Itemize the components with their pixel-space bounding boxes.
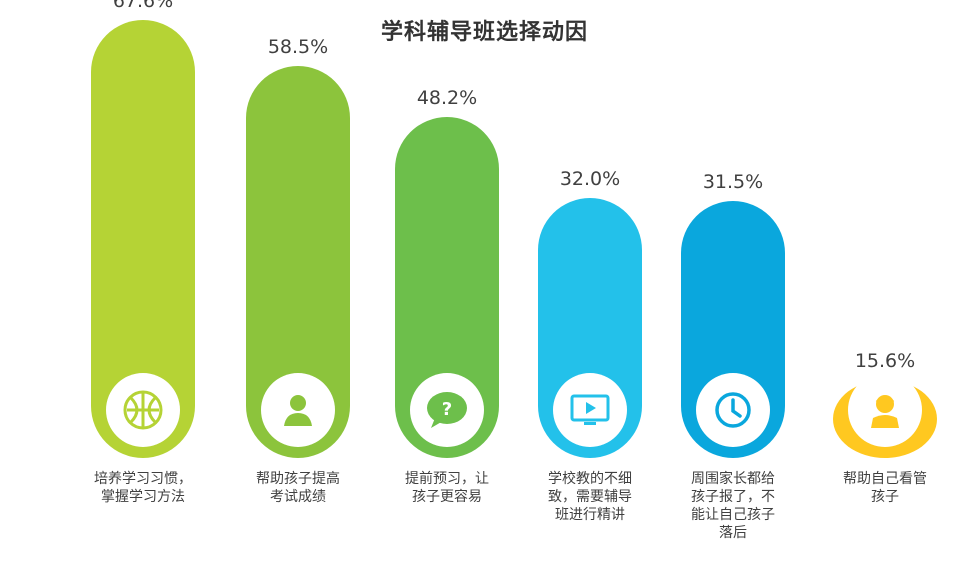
category-label-6: 帮助自己看管 孩子 [843, 471, 927, 505]
data-label-5: 31.5% [702, 170, 764, 193]
data-label-1: 67.6% [112, 0, 174, 12]
category-label-3: 提前预习，让 孩子更容易 [405, 471, 489, 505]
person-icon [261, 373, 335, 447]
category-label-4: 学校教的不细 致，需要辅导 班进行精讲 [548, 471, 632, 523]
data-label-4: 32.0% [559, 168, 621, 190]
question-bubble-icon: ? [410, 373, 484, 447]
monitor-play-icon [553, 373, 627, 447]
data-label-2: 58.5% [267, 35, 329, 58]
clock-icon [696, 373, 770, 447]
svg-text:?: ? [442, 399, 452, 420]
user-avatar-icon [848, 373, 922, 447]
data-label-6: 15.6% [854, 350, 916, 372]
category-label-1: 培养学习习惯， 掌握学习方法 [94, 471, 192, 505]
category-label-2: 帮助孩子提高 考试成绩 [256, 471, 340, 505]
category-label-5: 周围家长都给 孩子报了，不 能让自己孩子 落后 [691, 471, 775, 541]
data-label-3: 48.2% [416, 87, 478, 109]
basketball-icon [106, 373, 180, 447]
chart-title: 学科辅导班选择动因 [380, 20, 588, 45]
